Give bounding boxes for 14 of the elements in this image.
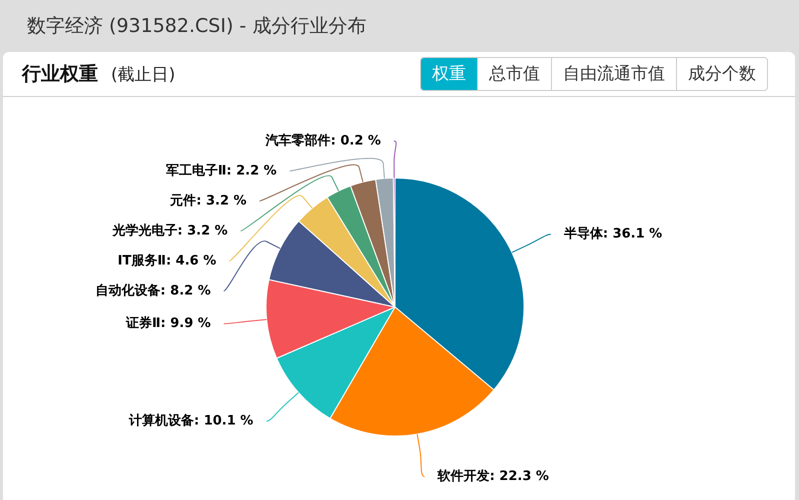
chart-subtitle: 行业权重 <box>22 62 98 87</box>
tab[interactable]: 成分个数 <box>676 58 767 90</box>
slice-label: 半导体: 36.1 % <box>562 226 662 242</box>
text: (截止日) <box>111 64 176 87</box>
slice-label: IT服务Ⅱ: 4.6 % <box>118 253 216 268</box>
slice-label: 计算机设备: 10.1 % <box>128 414 254 429</box>
slice-label: 证券Ⅱ: 9.9 % <box>124 316 211 332</box>
slice-label: 软件开发: 22.3 % <box>436 468 549 484</box>
slice-label: 元件: 3.2 % <box>169 193 247 208</box>
slice-label: 汽车零部件: 0.2 % <box>264 132 381 148</box>
slice-label: 光学光电子: 3.2 % <box>111 223 228 238</box>
slice-label: 自动化设备: 8.2 % <box>95 283 211 298</box>
chart-title: 数字经济 (931582.CSI) - 成分行业分布 <box>27 14 366 39</box>
slice-label: 军工电子Ⅱ: 2.2 % <box>166 163 277 178</box>
